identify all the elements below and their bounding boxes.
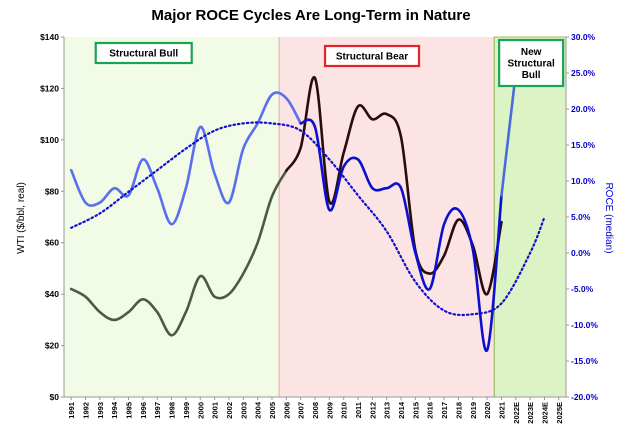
x-tick-label: 1993 (96, 402, 105, 419)
series-line-5 (70, 121, 546, 317)
y2-tick-label: 0.0% (571, 248, 591, 258)
series-line-0 (69, 169, 288, 337)
x-tick-label: 2008 (311, 402, 320, 419)
series-line-1 (285, 76, 503, 296)
region-label-text-2: New (521, 47, 542, 58)
y2-axis-label: ROCE (median) (603, 182, 614, 253)
x-tick-label: 2022E (512, 402, 521, 424)
x-tick-label: 2018 (454, 402, 463, 419)
y-tick-label: $100 (40, 135, 59, 145)
region-band-1 (279, 37, 495, 397)
region-label-text-0: Structural Bull (109, 49, 178, 60)
y2-tick-label: -10.0% (571, 320, 598, 330)
y2-tick-label: -20.0% (571, 392, 598, 402)
region-label-text-2: Structural (508, 59, 555, 70)
y-tick-label: $120 (40, 83, 59, 93)
x-tick-label: 2011 (354, 402, 363, 418)
x-tick-label: 2003 (239, 402, 248, 419)
x-tick-label: 1991 (67, 402, 76, 419)
x-tick-label: 1996 (139, 402, 148, 419)
region-band-2 (494, 37, 566, 397)
x-tick-label: 2006 (282, 402, 291, 419)
y2-tick-label: 15.0% (571, 140, 596, 150)
x-tick-label: 2014 (397, 401, 406, 419)
x-tick-label: 1994 (110, 401, 119, 419)
x-tick-label: 2019 (469, 402, 478, 419)
y2-tick-label: 25.0% (571, 68, 596, 78)
region-label-box-1 (323, 44, 421, 68)
y-axis-label: WTI ($/bbl, real) (16, 182, 27, 254)
x-tick-label: 2010 (340, 402, 349, 419)
y2-tick-label: -5.0% (571, 284, 594, 294)
y-tick-label: $40 (45, 289, 59, 299)
x-tick-label: 2004 (254, 401, 263, 419)
x-tick-label: 2005 (268, 402, 277, 419)
series-line-3 (299, 118, 503, 352)
y2-tick-label: 10.0% (571, 176, 596, 186)
x-tick-label: 2021 (497, 402, 506, 419)
x-tick-label: 2024E (540, 402, 549, 424)
region-label-box-2 (498, 38, 565, 88)
x-tick-label: 2002 (225, 402, 234, 419)
chart-title: Major ROCE Cycles Are Long-Term in Natur… (151, 7, 470, 24)
y2-tick-label: 20.0% (571, 104, 596, 114)
y-tick-label: $20 (45, 341, 59, 351)
region-label-box-0 (94, 41, 193, 65)
x-tick-label: 2025E (555, 402, 564, 424)
region-band-0 (64, 37, 280, 397)
y-tick-label: $140 (40, 32, 59, 42)
x-tick-label: 2015 (411, 402, 420, 419)
region-label-text-2: Bull (522, 70, 541, 81)
x-tick-label: 2023E (526, 402, 535, 424)
y-tick-label: $0 (50, 392, 60, 402)
x-tick-label: 2009 (325, 402, 334, 419)
y-tick-label: $60 (45, 238, 59, 248)
x-tick-label: 1997 (153, 402, 162, 419)
y2-tick-label: 5.0% (571, 212, 591, 222)
x-tick-label: 1995 (125, 402, 134, 419)
x-tick-label: 2017 (440, 402, 449, 419)
x-tick-label: 1992 (82, 402, 91, 419)
y-tick-label: $80 (45, 186, 59, 196)
x-tick-label: 2012 (368, 402, 377, 419)
x-tick-label: 2016 (426, 402, 435, 419)
x-tick-label: 2001 (211, 402, 220, 419)
x-tick-label: 2007 (297, 402, 306, 419)
x-tick-label: 2013 (383, 402, 392, 419)
y2-tick-label: 30.0% (571, 32, 596, 42)
x-tick-label: 1999 (182, 402, 191, 419)
region-label-text-1: Structural Bear (336, 52, 408, 63)
x-tick-label: 1998 (168, 402, 177, 419)
series-line-2 (69, 91, 302, 226)
y2-tick-label: -15.0% (571, 356, 598, 366)
x-tick-label: 2020 (483, 402, 492, 419)
x-tick-label: 2000 (196, 402, 205, 419)
